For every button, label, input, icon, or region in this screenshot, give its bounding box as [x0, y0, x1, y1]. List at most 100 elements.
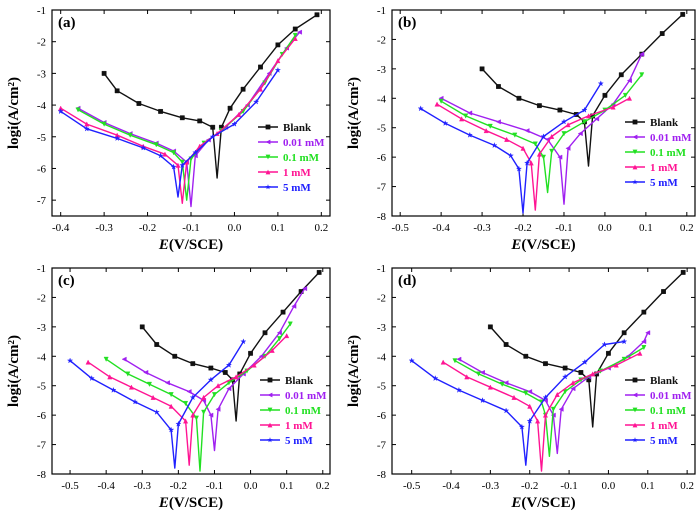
- series-5-mm-point: [581, 106, 588, 113]
- series-1-mm-point: [487, 384, 493, 390]
- series-1-mm-point: [527, 403, 533, 409]
- legend-label-blank: Blank: [650, 375, 679, 387]
- y-tick-label: -2: [37, 292, 46, 304]
- panel-d: -0.5 -0.4 -0.3 -0.2 -0.1 0.0 0.1 0.2 -8 -7 -6 -5 -4 -…: [346, 263, 696, 511]
- series-5-mm-point: [209, 133, 216, 140]
- series-5-mm-point: [113, 134, 121, 142]
- legend-label-blank: Blank: [650, 117, 679, 129]
- legend-marker-0-1-mm: [267, 407, 273, 413]
- series-blank-point: [208, 365, 214, 371]
- series-0-01-mm-point: [186, 389, 192, 395]
- legend-marker-5-mm: [632, 179, 638, 185]
- series-0-01-mm-point: [164, 380, 170, 386]
- series-0-1-mm-point: [438, 98, 444, 104]
- y-tick-label: -4: [377, 351, 387, 363]
- series-5-mm-point: [179, 162, 186, 168]
- legend-marker-0-1-mm: [265, 154, 271, 160]
- series-blank-point: [479, 66, 485, 72]
- series-0-01-mm-point: [208, 412, 214, 418]
- series-5-mm-point: [540, 133, 547, 140]
- legend-label-blank: Blank: [285, 375, 314, 387]
- series-0-01-mm-point: [143, 369, 149, 375]
- series-1-mm-point: [85, 359, 91, 365]
- x-axis-label: E(V/SCE): [158, 237, 223, 253]
- series-5-mm-point: [417, 105, 424, 112]
- series-blank-point: [210, 124, 216, 130]
- series-blank-point: [680, 270, 686, 275]
- x-tick-label: -0.5: [403, 480, 421, 492]
- series-0-1-mm-point: [125, 371, 131, 377]
- series-5-mm-point: [225, 361, 233, 368]
- series-1-mm-point: [284, 333, 290, 339]
- series-1-mm-point: [168, 403, 174, 409]
- series-5-mm-point: [621, 338, 628, 345]
- series-blank-point: [543, 361, 548, 367]
- series-0-1-mm-point: [287, 321, 293, 327]
- legend-marker-blank: [632, 377, 638, 383]
- x-tick-label: -0.5: [61, 480, 79, 492]
- series-1-mm-point: [554, 391, 560, 397]
- series-5-mm-point: [66, 357, 74, 364]
- series-0-01-mm-line: [77, 31, 301, 208]
- series-5-mm-point: [189, 394, 196, 401]
- series-blank-point: [562, 365, 568, 371]
- series-0-01-mm-point: [226, 386, 232, 392]
- x-tick-label: -0.1: [560, 480, 577, 492]
- legend-marker-5-mm: [632, 437, 638, 443]
- panel-a: -0.4 -0.3 -0.2 -0.1 0.0 0.1 0.2 -7 -6 -5 -4 -3 -2 -1 (…: [6, 5, 331, 253]
- series-1-mm-point: [236, 111, 242, 117]
- legend-marker-0-01-mm: [632, 134, 638, 140]
- series-0-1-mm-point: [639, 72, 645, 78]
- series-1-mm-point: [483, 128, 489, 134]
- series-0-1-mm-line: [77, 35, 296, 201]
- x-tick-label: 0.0: [244, 480, 258, 492]
- y-tick-label: -3: [377, 64, 387, 76]
- series-5-mm-point: [491, 141, 498, 149]
- legend-marker-0-01-mm: [632, 392, 638, 398]
- series-0-01-mm-line: [458, 332, 649, 455]
- series-blank-point: [114, 88, 120, 94]
- series-0-01-mm-point: [594, 116, 600, 122]
- series-1-mm-point: [201, 394, 207, 400]
- series-0-1-mm-point: [193, 415, 199, 421]
- legend-marker-0-1-mm: [632, 149, 638, 155]
- y-axis-label: logi(A/cm²): [6, 335, 22, 407]
- y-tick-label: -2: [377, 292, 386, 304]
- series-blank-point: [537, 103, 542, 109]
- legend-label-0-1-mm: 0.1 mM: [283, 152, 320, 164]
- series-0-1-mm-point: [641, 345, 647, 351]
- series-blank-point: [516, 95, 522, 101]
- series-5-mm-point: [157, 152, 164, 159]
- series-5-mm-point: [131, 398, 139, 405]
- series-0-01-mm-point: [527, 389, 533, 395]
- y-tick-label: -1: [377, 5, 386, 17]
- panel-label: (c): [58, 273, 75, 289]
- series-1-mm-point: [292, 35, 298, 41]
- series-1-mm-point: [251, 362, 257, 368]
- series-0-1-mm-point: [463, 113, 469, 119]
- y-tick-label: -2: [37, 37, 46, 49]
- series-5-mm-point: [466, 131, 473, 138]
- series-blank-point: [258, 64, 263, 70]
- y-tick-label: -5: [37, 132, 47, 144]
- series-5-mm-point: [455, 386, 463, 393]
- legend-marker-blank: [265, 124, 271, 130]
- legend-marker-5-mm: [267, 437, 273, 443]
- y-tick-label: -1: [377, 263, 386, 275]
- series-1-mm-point: [536, 151, 542, 157]
- series-5-mm-point: [507, 152, 514, 159]
- y-tick-label: -3: [37, 68, 47, 80]
- series-1-mm-point: [150, 394, 156, 400]
- x-tick-label: -0.1: [182, 222, 199, 234]
- plot-frame: [51, 267, 331, 475]
- series-1-mm-point: [504, 136, 510, 142]
- series-0-01-mm-point: [495, 119, 501, 125]
- series-1-mm-point: [269, 347, 275, 353]
- y-tick-label: -7: [377, 182, 387, 194]
- series-5-mm-line: [411, 340, 625, 466]
- series-0-01-mm-point: [524, 128, 530, 134]
- series-0-01-mm-point: [258, 353, 264, 359]
- series-0-1-mm-point: [276, 336, 282, 342]
- y-tick-label: -7: [37, 440, 47, 452]
- y-tick-label: -6: [37, 410, 47, 422]
